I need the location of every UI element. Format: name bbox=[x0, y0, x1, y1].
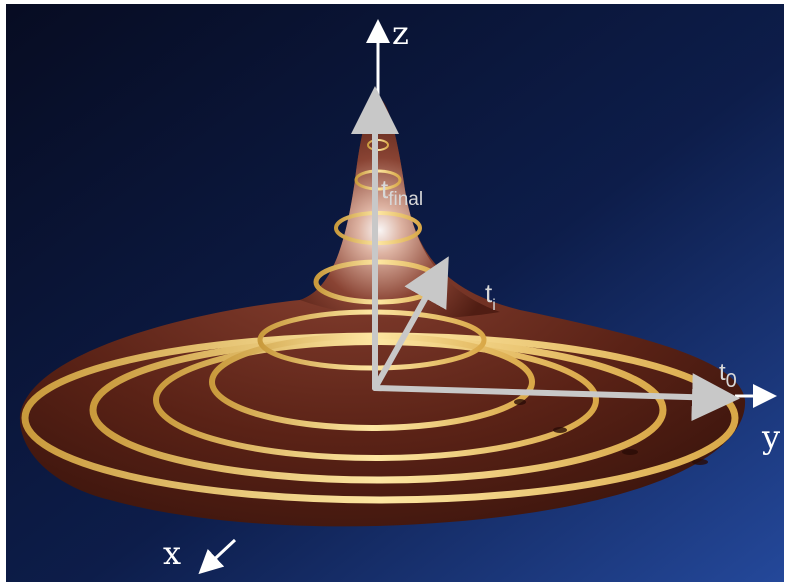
vectors bbox=[351, 86, 740, 422]
x-axis-arrow bbox=[198, 538, 237, 575]
vector-t-i bbox=[372, 256, 449, 391]
t-0-label: t0 bbox=[719, 359, 737, 392]
z-axis-label: z bbox=[392, 14, 409, 52]
y-axis-label: y bbox=[761, 418, 780, 456]
t-final-label: tfinal bbox=[381, 174, 423, 210]
x-axis-label: x bbox=[163, 534, 181, 572]
t-i-label: ti bbox=[485, 278, 496, 314]
vector-t-0 bbox=[372, 373, 740, 422]
ring-shadows bbox=[514, 399, 708, 465]
